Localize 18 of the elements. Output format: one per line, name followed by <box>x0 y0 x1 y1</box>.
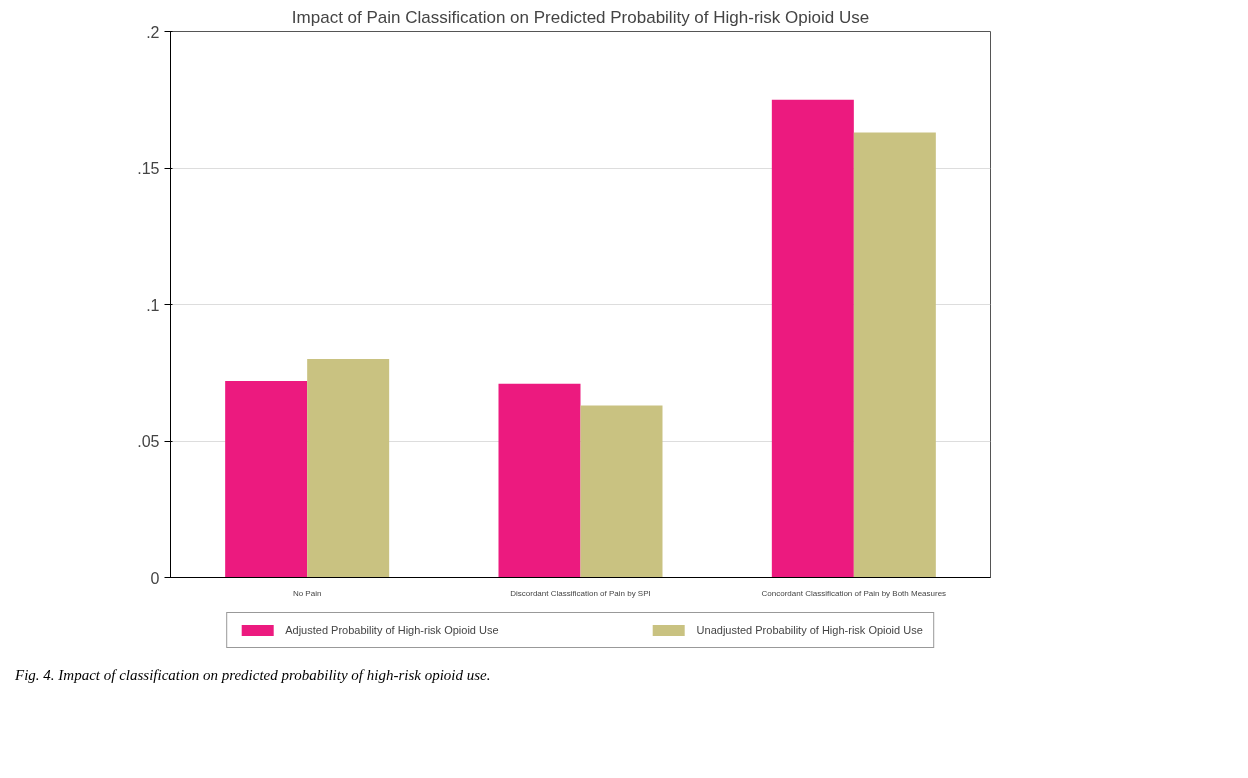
x-tick-label: No Pain <box>292 588 322 598</box>
bar <box>307 359 390 578</box>
bar <box>580 405 663 578</box>
legend-label: Unadjusted Probability of High-risk Opioid Use <box>696 624 923 636</box>
x-tick-label: Concordant Classification of Pain by Both Measures <box>761 588 947 598</box>
y-tick-label: .05 <box>137 433 160 450</box>
caption: Fig. 4. Impact of classification on predicted probability of high-risk opioid use. <box>15 666 491 685</box>
y-tick-label: 0 <box>150 569 160 587</box>
bar <box>853 132 936 578</box>
bar <box>498 383 581 578</box>
bar <box>225 380 308 578</box>
legend-label: Adjusted Probability of High-risk Opioid Use <box>285 624 499 636</box>
y-tick-label: .15 <box>137 160 160 177</box>
bar <box>771 99 854 578</box>
y-tick-label: .1 <box>146 296 160 314</box>
x-tick-label: Discordant Classification of Pain by SPI <box>510 588 651 598</box>
chart-title: Impact of Pain Classification on Predicted Probability of High-risk Opioid Use <box>291 7 870 27</box>
y-tick-label: .2 <box>146 23 160 41</box>
